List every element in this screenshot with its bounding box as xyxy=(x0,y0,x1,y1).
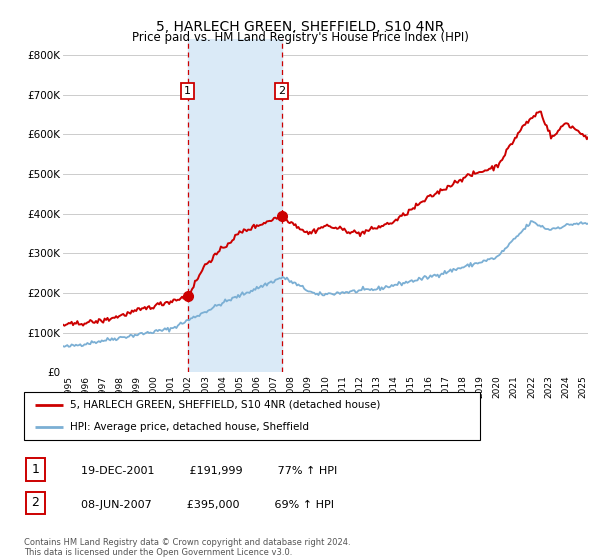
Text: HPI: Average price, detached house, Sheffield: HPI: Average price, detached house, Shef… xyxy=(70,422,308,432)
Text: 5, HARLECH GREEN, SHEFFIELD, S10 4NR (detached house): 5, HARLECH GREEN, SHEFFIELD, S10 4NR (de… xyxy=(70,400,380,410)
Text: 19-DEC-2001          £191,999          77% ↑ HPI: 19-DEC-2001 £191,999 77% ↑ HPI xyxy=(81,466,337,476)
Text: 2: 2 xyxy=(278,86,285,96)
Bar xyxy=(188,39,281,372)
Text: Contains HM Land Registry data © Crown copyright and database right 2024.
This d: Contains HM Land Registry data © Crown c… xyxy=(24,538,350,557)
Text: 1: 1 xyxy=(184,86,191,96)
FancyBboxPatch shape xyxy=(26,492,45,514)
Text: 1: 1 xyxy=(31,463,40,476)
FancyBboxPatch shape xyxy=(26,458,45,480)
Text: 5, HARLECH GREEN, SHEFFIELD, S10 4NR: 5, HARLECH GREEN, SHEFFIELD, S10 4NR xyxy=(156,20,444,34)
Text: 08-JUN-2007          £395,000          69% ↑ HPI: 08-JUN-2007 £395,000 69% ↑ HPI xyxy=(81,500,334,510)
FancyBboxPatch shape xyxy=(24,392,480,440)
Text: Price paid vs. HM Land Registry's House Price Index (HPI): Price paid vs. HM Land Registry's House … xyxy=(131,31,469,44)
Text: 2: 2 xyxy=(31,496,40,510)
